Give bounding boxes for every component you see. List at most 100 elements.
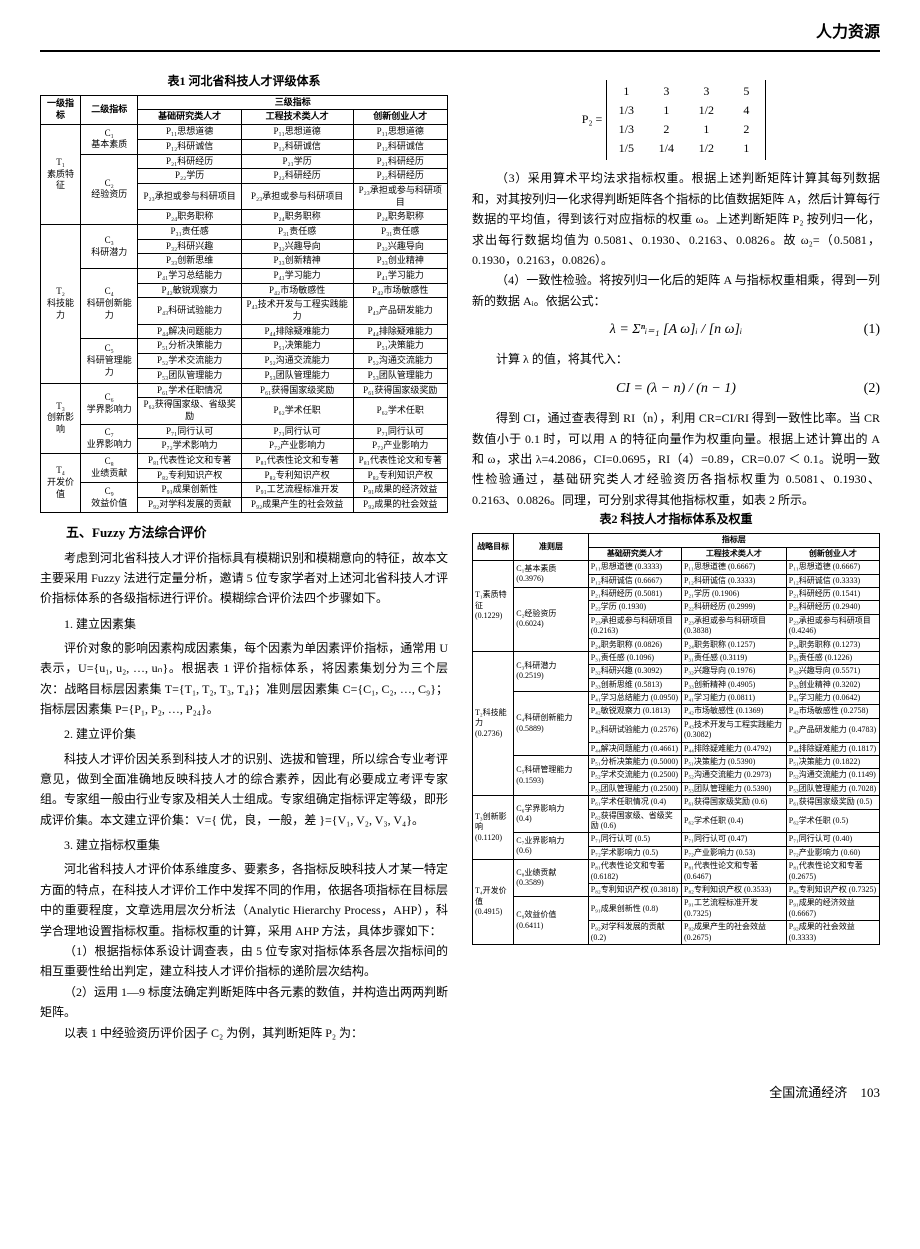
data-cell: P₃₂兴趣导向 bbox=[241, 239, 353, 254]
data-cell: P₃₂兴趣导向 bbox=[353, 239, 447, 254]
t1-h-l1: 一级指标 bbox=[41, 95, 81, 124]
sub1-title: 1. 建立因素集 bbox=[40, 615, 448, 634]
data-cell: P₅₃团队管理能力 bbox=[241, 368, 353, 383]
data-cell: P₈₂专利知识产权 bbox=[241, 468, 353, 483]
t1-h-l3: 三级指标 bbox=[138, 95, 448, 110]
data-cell: P₂₄职务职称 (0.1273) bbox=[786, 638, 879, 651]
data-cell: P₄₃科研试验能力 bbox=[138, 298, 241, 324]
matrix-cell: 1 bbox=[613, 82, 639, 101]
t2-h1: 战略目标 bbox=[473, 534, 514, 561]
data-cell: P₉₁工艺流程标准开发 bbox=[241, 483, 353, 498]
data-cell: P₁₁思想道德 bbox=[138, 125, 241, 140]
data-cell: P₁₂科研诚信 (0.6667) bbox=[588, 574, 681, 587]
sub2-title: 2. 建立评价集 bbox=[40, 725, 448, 744]
l2-cell: C₇ 业界影响力 bbox=[81, 424, 138, 453]
data-cell: P₃₁责任感 (0.1226) bbox=[786, 651, 879, 664]
table2-caption: 表2 科技人才指标体系及权重 bbox=[472, 510, 880, 529]
matrix-cell: 1/5 bbox=[613, 139, 639, 158]
matrix-cell: 1/3 bbox=[613, 120, 639, 139]
data-cell: P₄₄解决问题能力 (0.4661) bbox=[588, 742, 681, 755]
data-cell: P₃₃创新思维 (0.5813) bbox=[588, 678, 681, 691]
l1-cell: T₄ 开发价值 bbox=[41, 453, 81, 512]
data-cell: P₃₃创新思维 bbox=[138, 254, 241, 269]
data-cell: P₅₁分析决策能力 (0.5000) bbox=[588, 756, 681, 769]
l1-cell: T₃ 创新影响 bbox=[41, 383, 81, 453]
data-cell: P₃₁责任感 bbox=[241, 224, 353, 239]
data-cell: P₆₂学术任职 (0.5) bbox=[786, 809, 879, 833]
data-cell: P₄₄排除疑难能力 bbox=[241, 324, 353, 339]
data-cell: P₉₁成果的经济效益 bbox=[353, 483, 447, 498]
header-category: 人力资源 bbox=[40, 20, 880, 52]
matrix-p2: P₂ = 13351/311/241/32121/51/41/21 bbox=[472, 80, 880, 161]
data-cell: P₂₁科研经历 bbox=[138, 154, 241, 169]
data-cell: P₇₂产业影响力 bbox=[241, 439, 353, 454]
data-cell: P₄₁学习总结能力 (0.0950) bbox=[588, 692, 681, 705]
sub3-p4: 以表 1 中经验资历评价因子 C₂ 为例，其判断矩阵 P₂ 为： bbox=[40, 1023, 448, 1043]
data-cell: P₅₃团队管理能力 bbox=[138, 368, 241, 383]
data-cell: P₅₁决策能力 bbox=[353, 339, 447, 354]
data-cell: P₉₂对学科发展的贡献 (0.2) bbox=[588, 921, 681, 945]
l2-cell: C₃ 科研潜力 bbox=[81, 224, 138, 268]
sub3-p1: 河北省科技人才评价体系维度多、要素多，各指标反映科技人才某一特定方面的特点，在科… bbox=[40, 859, 448, 941]
matrix-cell: 2 bbox=[733, 120, 759, 139]
data-cell: P₈₂专利知识产权 bbox=[138, 468, 241, 483]
data-cell: P₁₂科研诚信 bbox=[241, 139, 353, 154]
footer-journal: 全国流通经济 bbox=[769, 1085, 847, 1100]
eq1-body: λ = Σⁿᵢ₌₁ [A ω]ᵢ / [n ω]ᵢ bbox=[610, 322, 742, 337]
data-cell: P₈₂专利知识产权 (0.3818) bbox=[588, 883, 681, 896]
data-cell: P₂₃承担或参与科研项目 bbox=[353, 183, 447, 209]
equation-2: CI = (λ − n) / (n − 1) (2) bbox=[472, 378, 880, 400]
data-cell: P₈₁代表性论文和专著 (0.6182) bbox=[588, 860, 681, 884]
l2-cell: C₁ 基本素质 bbox=[81, 125, 138, 154]
data-cell: P₅₂沟通交流能力 bbox=[353, 354, 447, 369]
matrix-row: 1335 bbox=[613, 82, 759, 101]
data-cell: P₄₂市场敏感性 bbox=[241, 283, 353, 298]
t1-h-c3: 创新创业人才 bbox=[353, 110, 447, 125]
sub1-p: 评价对象的影响因素构成因素集，每个因素为单因素评价指标，通常用 U 表示，U={… bbox=[40, 638, 448, 720]
data-cell: P₉₂成果产生的社会效益 bbox=[241, 498, 353, 513]
data-cell: P₆₁获得国家级奖励 (0.6) bbox=[681, 796, 786, 809]
l2-cell: C₄科研创新能力 (0.5889) bbox=[514, 692, 588, 756]
data-cell: P₈₁代表性论文和专著 bbox=[353, 453, 447, 468]
data-cell: P₇₁同行认可 bbox=[353, 424, 447, 439]
table1: 一级指标 二级指标 三级指标 基础研究类人才 工程技术类人才 创新创业人才 T₁… bbox=[40, 95, 448, 513]
data-cell: P₆₂学术任职 (0.4) bbox=[681, 809, 786, 833]
data-cell: P₈₂专利知识产权 bbox=[353, 468, 447, 483]
l2-cell: C₂经验资历 (0.6024) bbox=[514, 587, 588, 651]
matrix-cell: 1 bbox=[693, 120, 719, 139]
data-cell: P₈₁代表性论文和专著 (0.6467) bbox=[681, 860, 786, 884]
data-cell: P₂₃承担或参与科研项目 bbox=[138, 183, 241, 209]
data-cell: P₃₁责任感 (0.3119) bbox=[681, 651, 786, 664]
data-cell: P₄₁学习能力 bbox=[241, 269, 353, 284]
data-cell: P₃₁责任感 bbox=[138, 224, 241, 239]
data-cell: P₂₄职务职称 (0.1257) bbox=[681, 638, 786, 651]
data-cell: P₇₂产业影响力 (0.53) bbox=[681, 846, 786, 859]
l1-cell: T₁素质特征 (0.1229) bbox=[473, 561, 514, 652]
right-column: P₂ = 13351/311/241/32121/51/41/21 （3）采用算… bbox=[472, 72, 880, 1043]
data-cell: P₇₂产业影响力 (0.60) bbox=[786, 846, 879, 859]
data-cell: P₆₁学术任职情况 (0.4) bbox=[588, 796, 681, 809]
data-cell: P₉₁成果创新性 bbox=[138, 483, 241, 498]
data-cell: P₃₁责任感 bbox=[353, 224, 447, 239]
data-cell: P₈₁代表性论文和专著 (0.2675) bbox=[786, 860, 879, 884]
matrix-cell: 5 bbox=[733, 82, 759, 101]
data-cell: P₄₃技术开发与工程实践能力 bbox=[241, 298, 353, 324]
data-cell: P₄₃科研试验能力 (0.2576) bbox=[588, 718, 681, 742]
matrix-row: 1/51/41/21 bbox=[613, 139, 759, 158]
data-cell: P₃₃创业精神 bbox=[353, 254, 447, 269]
data-cell: P₇₁同行认可 (0.47) bbox=[681, 833, 786, 846]
data-cell: P₄₁学习总结能力 bbox=[138, 269, 241, 284]
data-cell: P₄₂市场敏感性 (0.2758) bbox=[786, 705, 879, 718]
section5-p1: 考虑到河北省科技人才评价指标具有模糊识别和模糊意向的特征，故本文主要采用 Fuz… bbox=[40, 548, 448, 609]
data-cell: P₁₁思想道德 (0.3333) bbox=[588, 561, 681, 574]
data-cell: P₈₁代表性论文和专著 bbox=[138, 453, 241, 468]
data-cell: P₄₄解决问题能力 bbox=[138, 324, 241, 339]
data-cell: P₂₂科研经历 (0.2999) bbox=[681, 601, 786, 614]
matrix-cell: 1/2 bbox=[693, 139, 719, 158]
l1-cell: T₃创新影响 (0.1120) bbox=[473, 796, 514, 860]
eq1-num: (1) bbox=[864, 319, 880, 341]
data-cell: P₂₄职务职称 (0.0826) bbox=[588, 638, 681, 651]
data-cell: P₂₁学历 (0.1906) bbox=[681, 587, 786, 600]
data-cell: P₆₁获得国家级奖励 bbox=[353, 383, 447, 398]
data-cell: P₂₂学历 (0.1930) bbox=[588, 601, 681, 614]
